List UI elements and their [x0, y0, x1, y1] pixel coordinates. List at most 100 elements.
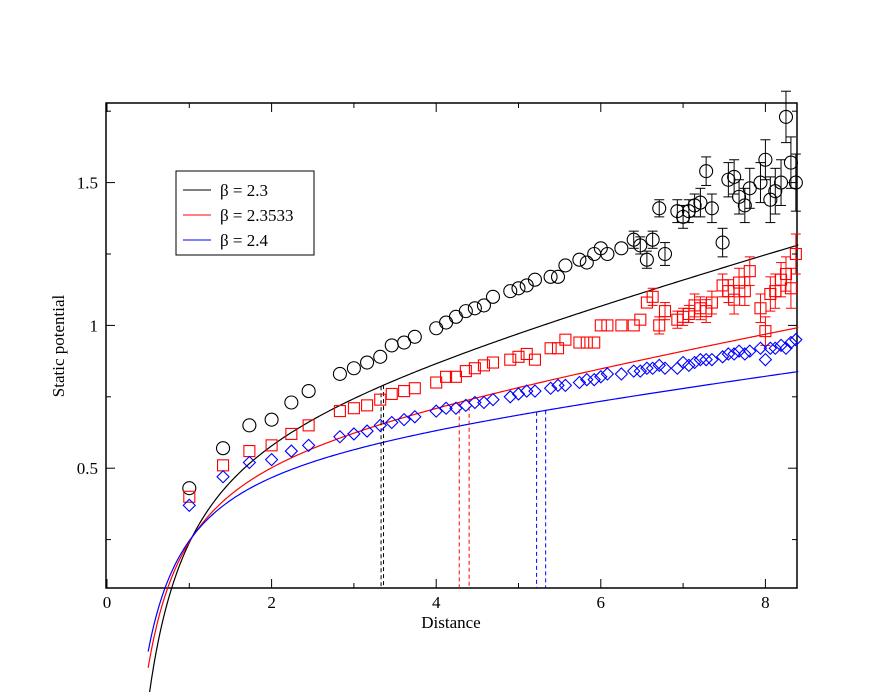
data-point — [347, 402, 360, 415]
data-point — [600, 367, 615, 381]
x-tick-label: 4 — [432, 593, 441, 612]
x-tick-label: 0 — [103, 593, 112, 612]
data-point — [743, 265, 756, 278]
data-point — [639, 252, 654, 267]
fit-curve-0 — [149, 244, 799, 692]
data-point — [333, 430, 347, 444]
data-point — [742, 181, 757, 196]
data-point — [468, 362, 481, 375]
data-point — [670, 204, 685, 219]
x-tick-label: 8 — [761, 593, 770, 612]
data-point — [705, 296, 718, 309]
data-point — [284, 395, 299, 410]
data-point — [758, 152, 773, 167]
data-point — [511, 281, 526, 296]
data-point — [301, 384, 316, 399]
data-point — [407, 329, 422, 344]
data-point — [587, 372, 601, 387]
data-point — [467, 301, 482, 316]
data-point — [242, 418, 257, 433]
data-point — [384, 415, 399, 430]
data-point — [764, 287, 777, 301]
data-point — [738, 347, 752, 361]
data-point — [754, 302, 767, 315]
data-point — [215, 441, 231, 456]
data-point — [486, 356, 500, 369]
data-point — [512, 350, 525, 363]
data-point — [727, 347, 741, 361]
data-point — [727, 169, 742, 184]
data-point — [265, 439, 278, 452]
data-point — [693, 195, 708, 210]
data-point — [332, 366, 347, 382]
data-point — [346, 361, 361, 376]
data-point — [527, 272, 543, 287]
y-tick-label: 0.5 — [77, 459, 98, 478]
data-point — [758, 352, 773, 367]
data-point — [753, 341, 768, 356]
data-point — [183, 490, 196, 503]
data-point — [784, 335, 798, 350]
data-point — [242, 455, 257, 470]
data-point — [658, 361, 672, 376]
data-point — [440, 370, 453, 383]
x-tick-label: 6 — [597, 593, 606, 612]
data-point — [652, 201, 667, 216]
data-point — [633, 238, 648, 253]
data-point — [626, 364, 641, 378]
data-point — [763, 341, 778, 356]
data-point — [408, 410, 422, 424]
data-point — [264, 452, 279, 467]
data-point — [408, 382, 421, 395]
data-point — [600, 246, 615, 262]
data-point — [773, 175, 789, 190]
data-point — [699, 164, 714, 179]
data-point — [779, 341, 793, 356]
data-point — [216, 469, 230, 484]
legend-label-2: β = 2.4 — [220, 231, 268, 250]
data-point — [601, 319, 614, 332]
data-point — [373, 418, 388, 433]
data-point — [558, 378, 573, 393]
data-point — [615, 319, 628, 332]
data-point — [397, 412, 411, 427]
data-point — [528, 384, 542, 398]
data-point — [503, 390, 518, 404]
data-point — [504, 353, 517, 366]
data-point — [559, 333, 572, 346]
data-point — [333, 405, 346, 418]
data-point — [528, 353, 542, 366]
data-point — [633, 364, 648, 378]
data-point — [579, 255, 594, 270]
data-point — [784, 282, 797, 295]
data-point — [646, 290, 659, 303]
data-point — [768, 341, 783, 356]
data-point — [477, 359, 490, 372]
data-point — [385, 387, 398, 400]
legend: β = 2.3 β = 2.3533 β = 2.4 — [175, 170, 315, 256]
data-point — [182, 498, 197, 513]
data-point — [459, 365, 472, 378]
data-point — [778, 109, 794, 124]
data-point — [699, 352, 713, 367]
data-point — [361, 399, 374, 412]
data-point — [486, 392, 500, 407]
data-point — [737, 198, 752, 213]
fit-curve-2 — [147, 370, 799, 652]
data-point — [653, 319, 666, 332]
x-tick-label: 2 — [267, 593, 276, 612]
data-point — [759, 325, 772, 338]
data-point — [551, 342, 565, 355]
legend-box — [175, 170, 315, 256]
data-point — [704, 201, 719, 216]
data-point — [742, 344, 757, 358]
data-point — [572, 252, 587, 267]
data-point — [763, 192, 778, 207]
data-point — [588, 336, 601, 349]
data-point — [789, 332, 803, 347]
data-point — [640, 361, 654, 376]
data-point — [558, 258, 573, 273]
data-point — [681, 204, 696, 219]
data-point — [550, 269, 566, 284]
data-point — [468, 395, 482, 410]
